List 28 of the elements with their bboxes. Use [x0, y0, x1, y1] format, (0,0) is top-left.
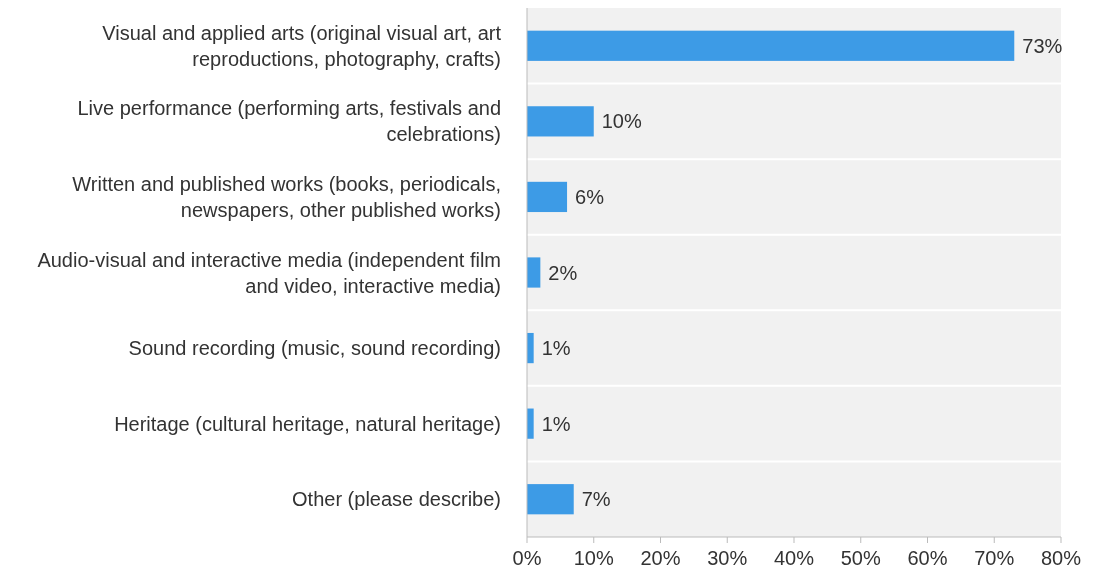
y-tick-label: Other (please describe) — [292, 488, 501, 511]
data-label: 1% — [541, 337, 571, 360]
x-tick-label: 30% — [707, 547, 748, 569]
data-label: 6% — [575, 185, 605, 208]
x-tick-label: 10% — [573, 547, 614, 569]
data-label: 10% — [601, 110, 642, 133]
data-label: 73% — [1022, 34, 1063, 57]
y-tick-label: Live performance (performing arts, festivals and celebrations) — [77, 97, 501, 146]
x-tick-label: 20% — [640, 547, 681, 569]
data-label: 2% — [548, 261, 578, 284]
y-tick-label: Visual and applied arts (original visual art, art reproductions, photography, crafts) — [102, 21, 502, 70]
bar — [527, 484, 574, 515]
x-tick-label: 40% — [773, 547, 815, 569]
y-tick-label: Heritage (cultural heritage, natural heritage) — [114, 412, 501, 435]
x-tick-label: 60% — [907, 547, 948, 569]
y-tick-label: Written and published works (books, periodicals, newspapers, other published works) — [72, 172, 501, 221]
bar — [527, 181, 568, 213]
bar — [527, 30, 1015, 61]
y-tick-label: Sound recording (music, sound recording) — [128, 337, 501, 360]
bar — [527, 106, 594, 137]
y-tick-label: Audio-visual and interactive media (independent film and video, interactive media) — [37, 248, 501, 297]
bar — [527, 257, 541, 288]
x-tick-label: 70% — [974, 547, 1015, 569]
x-tick-label: 50% — [840, 547, 881, 569]
x-tick-label: 0% — [512, 547, 542, 569]
data-label: 7% — [581, 488, 611, 511]
data-label: 1% — [541, 412, 571, 435]
x-tick-label: 80% — [1040, 547, 1082, 569]
